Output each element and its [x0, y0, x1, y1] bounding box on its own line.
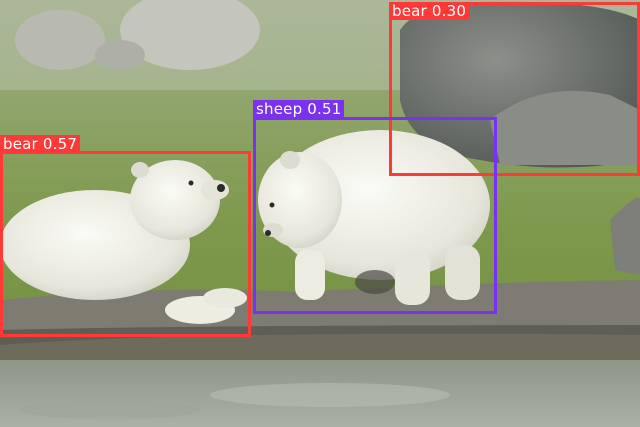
detection-box-bear-left: [0, 151, 251, 337]
detection-box-sheep: [253, 117, 497, 314]
detection-box-bear-right: [389, 2, 640, 176]
detection-label-sheep: sheep 0.51: [253, 100, 345, 118]
detection-label-bear-left: bear 0.57: [0, 135, 81, 153]
detection-label-bear-right: bear 0.30: [389, 2, 470, 20]
